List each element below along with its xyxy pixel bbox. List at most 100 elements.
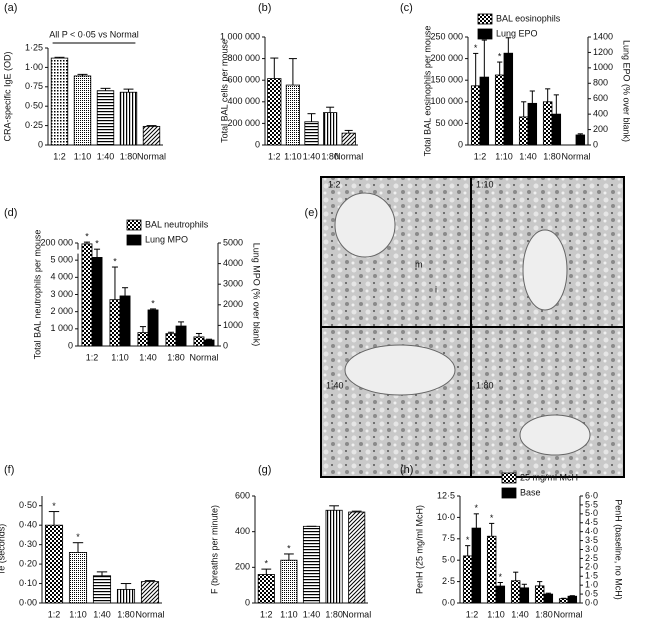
significance-marker: * [265, 558, 269, 568]
micrograph: 1:2 1:10 1:40 1:80 m i (e) [305, 176, 625, 478]
y-tick-label: 2 000 [50, 306, 73, 316]
y2-tick-label: 5·0 [585, 508, 598, 518]
significance-marker: * [475, 503, 479, 513]
x-tick-label: 1:10 [284, 151, 302, 161]
y-tick-label: 0·10 [19, 578, 37, 588]
x-tick-label: 1:40 [511, 609, 529, 618]
y-tick-label: 0·30 [19, 539, 37, 549]
legend-swatch [477, 28, 493, 40]
x-tick-label: 1:80 [543, 151, 561, 161]
bar [323, 112, 338, 146]
significance-marker: * [151, 298, 155, 308]
x-tick-label: 1:80 [117, 609, 135, 618]
y-tick-label: 0·50 [25, 101, 43, 111]
bar [50, 57, 69, 146]
airway [344, 344, 456, 396]
x-tick-label: 1:10 [487, 609, 505, 618]
y-tick-label: 0·00 [19, 597, 37, 607]
y-tick-label: 200 000 [227, 118, 260, 128]
bar [92, 575, 112, 604]
bar [551, 113, 562, 146]
bar [267, 78, 282, 146]
micrograph-panel-label: 1:40 [326, 380, 344, 390]
bar [304, 121, 319, 146]
bar [302, 525, 321, 604]
legend-label: 25 mg/ml McH [520, 472, 578, 482]
bar [486, 535, 497, 604]
y-tick-label: 7·5 [442, 533, 455, 543]
y-tick-label: 10·0 [437, 512, 455, 522]
significance-marker: * [498, 51, 502, 61]
y-tick-label: 150 000 [430, 75, 463, 85]
y-tick-label: 4 000 [50, 272, 73, 282]
x-tick-label: 1:40 [93, 609, 111, 618]
panel-label: (h) [400, 464, 413, 476]
y-tick-label: 5 000 [50, 255, 73, 265]
significance-marker: * [113, 256, 117, 266]
y2-tick-label: 3000 [223, 279, 243, 289]
y-axis-label: Total BAL eosinophils per mouse [422, 26, 432, 157]
y2-axis-label: Lung MPO (% over blank) [252, 243, 262, 347]
bar [140, 581, 160, 604]
x-tick-label: 1:80 [321, 151, 339, 161]
y2-tick-label: 2000 [223, 299, 243, 309]
x-tick-label: Normal [135, 609, 164, 618]
micrograph-annotation: m [415, 259, 423, 269]
bar [462, 555, 473, 604]
micrograph-panel-label: 1:10 [476, 179, 494, 189]
bar [68, 552, 88, 604]
panel-label: (d) [4, 207, 17, 219]
y2-tick-label: 5·5 [585, 499, 598, 509]
legend-label: Lung EPO [496, 28, 538, 38]
bar [109, 299, 121, 347]
y2-tick-label: 2·0 [585, 562, 598, 572]
y-tick-label: 0·50 [19, 500, 37, 510]
bar [575, 134, 586, 146]
bar [142, 125, 161, 146]
x-tick-label: Normal [342, 609, 371, 618]
x-tick-label: 1:10 [111, 352, 129, 362]
bar [137, 332, 149, 347]
y2-tick-label: 2·5 [585, 553, 598, 563]
airway [522, 229, 568, 311]
y-axis-label: Total BAL neutrophils per mouse [32, 230, 42, 360]
y-tick-label: 1·00 [25, 62, 43, 72]
x-tick-label: 1:40 [97, 151, 115, 161]
bar [325, 509, 343, 604]
legend-swatch [501, 472, 517, 484]
x-tick-label: Normal [553, 609, 582, 618]
x-tick-label: 1:2 [86, 352, 99, 362]
y2-tick-label: 1200 [593, 47, 613, 57]
y2-tick-label: 200 [593, 124, 608, 134]
x-tick-label: Normal [334, 151, 363, 161]
y-tick-label: 400 000 [227, 96, 260, 106]
y2-tick-label: 3·0 [585, 544, 598, 554]
y-tick-label: 5·0 [442, 555, 455, 565]
bar [479, 76, 490, 146]
x-tick-label: 1:40 [303, 609, 321, 618]
x-tick-label: 1:80 [120, 151, 138, 161]
bar [542, 101, 553, 146]
x-tick-label: 1:80 [325, 609, 343, 618]
bar [341, 132, 356, 146]
bar [543, 593, 554, 604]
x-tick-label: Normal [137, 151, 166, 161]
y2-tick-label: 0 [223, 340, 228, 350]
x-tick-label: 1:10 [74, 151, 92, 161]
x-tick-label: 1:10 [69, 609, 87, 618]
significance-marker: * [85, 231, 89, 241]
bar [519, 587, 530, 604]
y2-tick-label: 1·0 [585, 580, 598, 590]
y-tick-label: 1 000 [50, 323, 73, 333]
bar [147, 309, 159, 347]
y-tick-label: 400 [235, 526, 250, 536]
bar [280, 559, 298, 604]
y2-tick-label: 0 [593, 139, 598, 149]
axis-break [74, 249, 82, 254]
panel-label: (g) [258, 464, 271, 476]
y-tick-label: 0·25 [25, 120, 43, 130]
y-axis-label: F (breaths per minute) [209, 505, 219, 594]
significance-marker: * [95, 239, 99, 249]
legend-swatch [501, 487, 517, 499]
